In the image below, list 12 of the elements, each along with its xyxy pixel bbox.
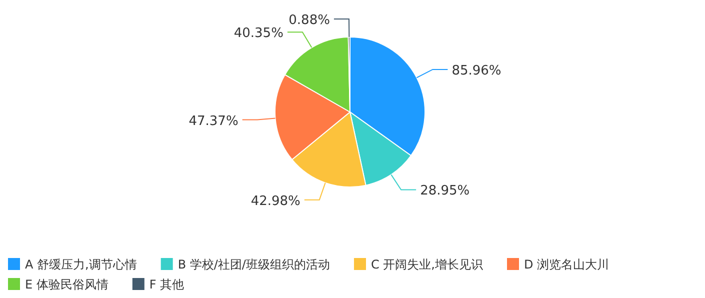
data-label: 47.37%: [188, 114, 238, 129]
legend-label: C 开阔失业,增长见识: [370, 258, 483, 272]
data-label: 85.96%: [452, 63, 502, 78]
legend-label: D 浏览名山大川: [524, 258, 610, 272]
legend-label: E 体验民俗风情: [25, 278, 108, 292]
data-label: 0.88%: [288, 13, 330, 28]
legend-label: B 学校/社团/班级组织的活动: [178, 258, 330, 272]
data-label: 28.95%: [420, 184, 470, 199]
legend-label: A 舒缓压力,调节心情: [25, 258, 137, 272]
data-label: 40.35%: [234, 26, 284, 42]
data-label: 42.98%: [250, 194, 300, 209]
legend-label: F 其他: [149, 278, 184, 292]
